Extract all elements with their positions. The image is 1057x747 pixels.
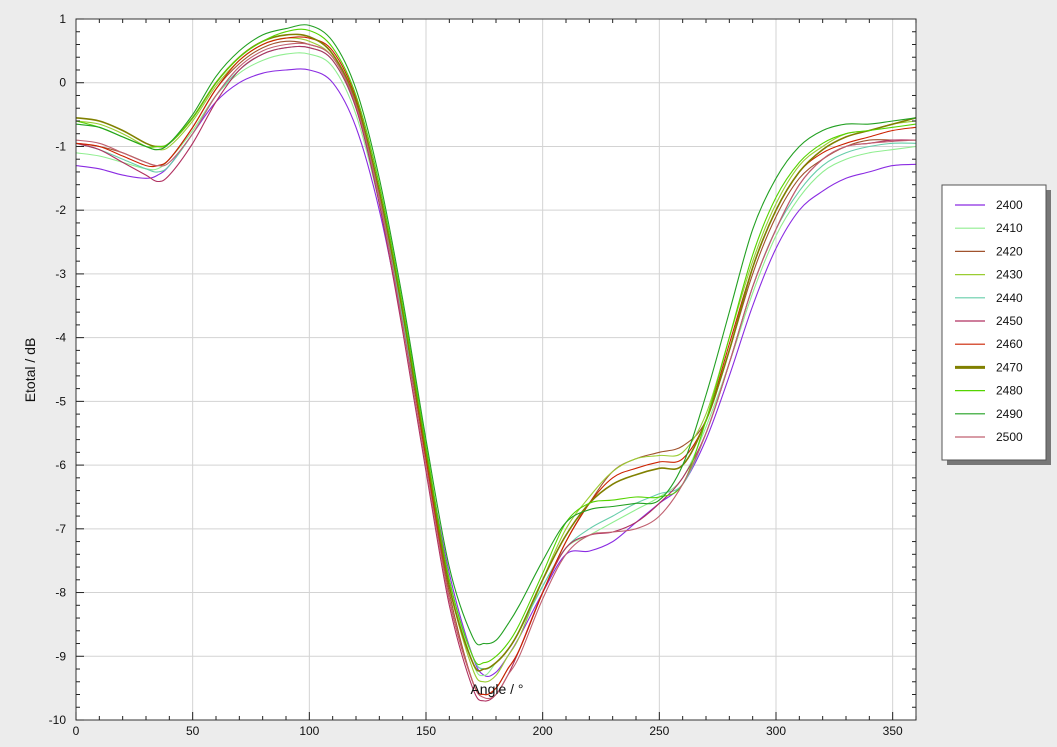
y-tick-label: -5 (55, 394, 66, 408)
x-tick-label: 100 (299, 724, 319, 738)
y-tick-label: -3 (55, 267, 66, 281)
legend-label-2400: 2400 (996, 198, 1023, 212)
y-tick-label: -1 (55, 139, 66, 153)
tick-labels: 0 50 100 150 200 250 300 350 1 0 -1 -2 -3 -4 -5 -6 -7 -8 -… (49, 12, 903, 738)
y-tick-label: -2 (55, 203, 66, 217)
y-tick-label: 1 (59, 12, 66, 26)
legend-label-2450: 2450 (996, 314, 1023, 328)
x-tick-label: 350 (883, 724, 903, 738)
legend-label-2480: 2480 (996, 384, 1023, 398)
legend-label-2410: 2410 (996, 221, 1023, 235)
legend-label-2470: 2470 (996, 360, 1023, 374)
y-tick-label: 0 (59, 76, 66, 90)
legend-items: 2400 2410 2420 2430 2440 2450 2460 2470 2480 2490… (955, 198, 1023, 444)
y-tick-label: -10 (49, 713, 67, 727)
legend-label-2430: 2430 (996, 268, 1023, 282)
y-tick-label: -7 (55, 522, 66, 536)
plot-background (76, 19, 916, 720)
series-line-2500 (75, 42, 917, 700)
series-line-2480 (75, 28, 917, 666)
legend-label-2440: 2440 (996, 291, 1023, 305)
legend-label-2460: 2460 (996, 337, 1023, 351)
legend-label-2500: 2500 (996, 430, 1023, 444)
x-tick-label: 50 (186, 724, 200, 738)
y-axis-title: Etotal / dB (22, 338, 38, 403)
y-tick-label: -4 (55, 331, 66, 345)
legend: 2400 2410 2420 2430 2440 2450 2460 2470 2480 2490… (941, 184, 1051, 465)
series-line-2430 (75, 37, 917, 683)
legend-box (941, 184, 1047, 461)
x-tick-label: 300 (766, 724, 786, 738)
y-tick-label: -8 (55, 586, 66, 600)
x-tick-label: 200 (533, 724, 553, 738)
y-tick-label: -9 (55, 649, 66, 663)
x-tick-label: 0 (73, 724, 80, 738)
y-tick-label: -6 (55, 458, 66, 472)
series-layer (75, 24, 917, 702)
minor-ticks (75, 18, 917, 721)
series-line-2490 (75, 24, 917, 646)
legend-label-2490: 2490 (996, 407, 1023, 421)
x-tick-label: 150 (416, 724, 436, 738)
x-tick-label: 250 (649, 724, 669, 738)
x-axis-title: Angle / ° (470, 681, 523, 697)
legend-label-2420: 2420 (996, 244, 1023, 258)
